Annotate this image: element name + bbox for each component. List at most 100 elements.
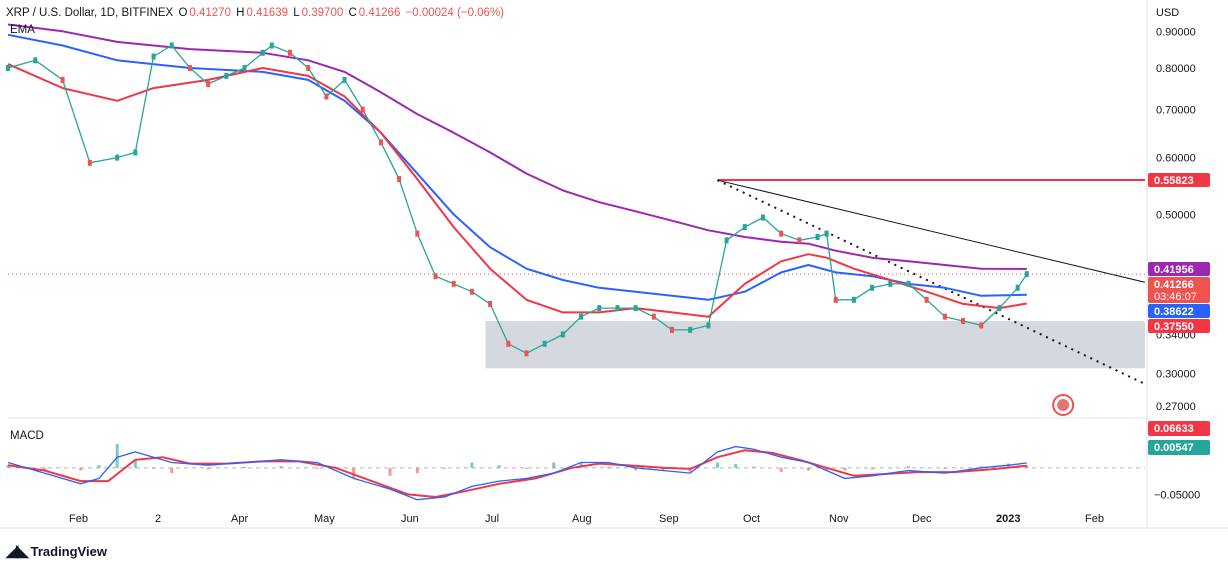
time-tick-label: Sep: [659, 513, 679, 525]
series-ema-slow: [7, 23, 1027, 270]
macd-histogram-bar: [133, 459, 137, 468]
price-candle: [833, 296, 838, 303]
price-candle: [815, 233, 820, 240]
price-candle: [360, 106, 365, 113]
price-candle: [506, 340, 511, 347]
macd-histogram-bar: [6, 465, 10, 468]
price-candle: [469, 288, 474, 295]
macd-histogram-bar: [606, 466, 610, 468]
price-candle: [760, 214, 765, 221]
time-tick-label: Oct: [743, 513, 760, 525]
macd-line: [7, 445, 1027, 501]
price-candle: [115, 154, 120, 161]
macd-histogram-bar: [206, 467, 210, 470]
series-ema-mid: [7, 33, 1027, 301]
macd-histogram-bar: [552, 462, 556, 468]
price-candle: [688, 326, 693, 333]
price-candle: [997, 305, 1002, 312]
tradingview-logo: ◢◣ TradingView: [6, 541, 107, 561]
macd-signal-value: 0.06633: [1154, 423, 1194, 435]
macd-histogram-bar: [388, 467, 392, 476]
macd-histogram-bar: [115, 443, 119, 468]
macd-histogram-bar: [470, 462, 474, 468]
price-candle: [269, 42, 274, 49]
price-candle: [169, 42, 174, 49]
time-tick-label: Feb: [1085, 513, 1104, 525]
price-candle: [724, 237, 729, 244]
time-tick-label: 2: [155, 513, 161, 525]
price-candle: [397, 176, 402, 183]
price-label-text: 0.38622: [1154, 306, 1194, 318]
macd-histogram-bar: [634, 467, 638, 471]
macd-tick-label: −0.05000: [1154, 489, 1200, 501]
price-candle: [415, 230, 420, 237]
price-candle: [979, 322, 984, 329]
time-tick-label: Jul: [485, 513, 499, 525]
low-label: L: [293, 7, 300, 19]
price-label-text: 0.41956: [1154, 264, 1194, 276]
price-label-text: 0.55823: [1154, 175, 1194, 187]
price-candle: [870, 284, 875, 291]
price-candle: [542, 340, 547, 347]
symbol-title: XRP / U.S. Dollar, 1D, BITFINEX: [6, 7, 174, 19]
macd-histogram-bar: [806, 467, 810, 471]
price-candle: [378, 139, 383, 146]
macd-value-box: [1148, 440, 1210, 455]
price-candle: [1024, 271, 1029, 278]
ema-indicator-label[interactable]: EMA: [10, 24, 35, 36]
macd-histogram-bar: [943, 467, 947, 469]
price-candle: [560, 331, 565, 338]
macd-histogram-bar: [752, 466, 756, 468]
macd-histogram-bar: [315, 467, 319, 469]
price-candle: [633, 305, 638, 312]
price-label-box: [1148, 276, 1210, 303]
price-candle: [924, 296, 929, 303]
time-tick-label: Feb: [69, 513, 88, 525]
price-candle: [942, 313, 947, 320]
price-axis-unit: USD: [1156, 7, 1179, 19]
price-candle: [597, 305, 602, 312]
macd-histogram-bar: [907, 466, 911, 468]
price-candle: [451, 280, 456, 287]
macd-signal-line: [7, 449, 1027, 499]
macd-histogram-bar: [524, 467, 528, 469]
price-label-box: [1148, 318, 1210, 333]
price-candle: [888, 280, 893, 287]
macd-histogram-bar: [42, 467, 46, 471]
price-candle: [224, 72, 229, 79]
high-value: 0.41639: [246, 7, 289, 19]
price-candle: [151, 53, 156, 60]
series-xrp-price: [7, 44, 1028, 354]
macd-histogram-bar: [870, 467, 874, 470]
macd-histogram-bar: [825, 467, 829, 471]
price-candle: [306, 65, 311, 72]
macd-value: 0.00547: [1154, 442, 1194, 454]
price-label-box: [1148, 261, 1210, 276]
price-candle: [433, 273, 438, 280]
macd-histogram-bar: [661, 467, 665, 471]
macd-histogram-bar: [242, 466, 246, 468]
macd-histogram-bar: [415, 467, 419, 474]
low-value: 0.39700: [301, 7, 344, 19]
descending-trendline-solid: [717, 179, 1146, 283]
price-tick-label: 0.90000: [1156, 26, 1196, 38]
macd-histogram-bar: [79, 467, 83, 471]
price-tick-label: 0.27000: [1156, 401, 1196, 413]
high-label: H: [236, 7, 245, 19]
price-candle: [87, 159, 92, 166]
time-tick-label: 2023: [996, 513, 1020, 525]
macd-histogram-bar: [843, 467, 847, 471]
macd-histogram-bar: [715, 462, 719, 468]
macd-indicator-label[interactable]: MACD: [10, 430, 44, 442]
macd-histogram-bar: [979, 466, 983, 468]
close-value: 0.41266: [358, 7, 401, 19]
macd-histogram-bar: [579, 462, 583, 468]
price-candle: [60, 76, 65, 83]
macd-histogram-bar: [170, 467, 174, 474]
time-tick-label: Dec: [912, 513, 932, 525]
time-tick-label: Nov: [829, 513, 849, 525]
price-candle: [524, 350, 529, 357]
price-candle: [742, 224, 747, 231]
